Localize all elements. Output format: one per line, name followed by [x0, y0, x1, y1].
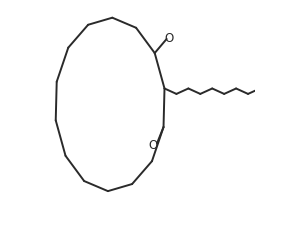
- Text: O: O: [165, 32, 174, 45]
- Text: O: O: [148, 138, 158, 151]
